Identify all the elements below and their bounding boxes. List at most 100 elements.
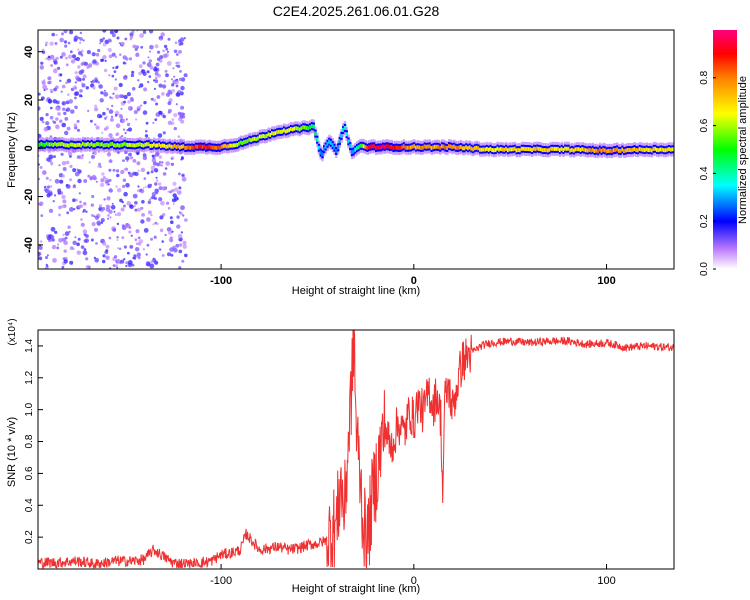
spectrogram-noise-speckle	[44, 188, 48, 192]
spectrogram-ridge-core	[265, 134, 269, 138]
spectrogram-noise-speckle	[162, 49, 165, 53]
spectrogram-noise-speckle	[84, 238, 90, 243]
spectrogram-noise-speckle	[156, 222, 159, 226]
spectrogram-noise-speckle	[113, 210, 116, 213]
snr-y-tick-label: 1.0	[24, 402, 35, 416]
spectrogram-noise-speckle	[47, 98, 53, 104]
spectrogram-noise-speckle	[113, 86, 118, 91]
spectrogram-noise-speckle	[111, 202, 114, 205]
spectrogram-noise-speckle	[125, 57, 129, 61]
spectrogram-ridge-core	[298, 127, 302, 132]
spectrogram-ridge-core	[671, 147, 674, 152]
spectrogram-ridge-core	[617, 148, 621, 153]
spectrogram-noise-speckle	[104, 250, 109, 255]
spectrogram-ridge-core	[198, 144, 201, 149]
spectrogram-ridge-core	[513, 146, 517, 151]
spectrogram-ridge-core	[331, 143, 335, 148]
snr-y-tick-label: 1.2	[24, 370, 35, 384]
spectrogram-ridge-core	[571, 147, 574, 152]
spectrogram-noise-speckle	[146, 171, 150, 175]
spectrogram-noise-speckle	[53, 60, 58, 65]
spectrogram-ridge-core	[581, 147, 584, 151]
spectrogram-ridge-core	[104, 143, 107, 148]
spectrogram-ridge-core	[272, 131, 276, 136]
spectrogram-noise-speckle	[137, 79, 140, 82]
spectrogram-noise-speckle	[161, 213, 166, 217]
spectrogram-noise-speckle	[48, 208, 54, 213]
spectrogram-ridge-core	[120, 143, 123, 148]
spectrogram-noise-speckle	[120, 107, 123, 110]
colorbar: 0.0 0.2 0.4 0.6 0.8 Normalized spectral ampl…	[699, 30, 749, 276]
spectrogram-noise-speckle	[90, 80, 93, 83]
spectrogram-noise-speckle	[174, 80, 179, 85]
spectrogram-ridge-core	[352, 149, 355, 154]
spectrogram-noise-speckle	[182, 244, 187, 249]
spectrogram-noise-speckle	[38, 106, 41, 111]
spectrogram-noise-speckle	[158, 110, 163, 115]
spectrogram-noise-speckle	[161, 92, 165, 96]
spectrogram-noise-speckle	[154, 182, 158, 186]
spectrogram-noise-speckle	[100, 91, 104, 95]
spectrogram-noise-speckle	[156, 162, 161, 167]
spectrogram-noise-speckle	[154, 118, 158, 121]
spectrogram-noise-speckle	[148, 198, 151, 201]
spectrogram-noise-speckle	[158, 248, 162, 251]
spectrogram-ridge-core	[80, 143, 83, 148]
spectrogram-noise-speckle	[170, 157, 173, 160]
spectrogram-ridge-core	[149, 143, 152, 148]
spectrogram-noise-speckle	[115, 185, 118, 188]
spectrogram-noise-speckle	[80, 218, 83, 221]
spectrogram-ridge-core	[283, 128, 286, 133]
colorbar-ticks: 0.0 0.2 0.4 0.6 0.8	[699, 70, 716, 276]
spectrogram-noise-speckle	[126, 201, 131, 206]
spectrogram-ridge-core	[123, 141, 126, 146]
spectrogram-noise-speckle	[96, 220, 102, 226]
spectrogram-ridge-core	[473, 146, 477, 151]
spectrogram-noise-speckle	[181, 156, 184, 160]
spectrogram-noise-speckle	[177, 234, 183, 239]
spectrogram-noise-speckle	[173, 75, 176, 78]
spectrogram-ridge-core	[137, 142, 140, 147]
spectrogram-noise-speckle	[74, 126, 78, 130]
spectrogram-noise-speckle	[149, 44, 154, 50]
spectrogram-ridge-core	[656, 147, 659, 152]
spectrogram-noise-speckle	[50, 226, 56, 232]
spectrogram-ridge-core	[531, 148, 534, 152]
spectrogram-noise-speckle	[147, 200, 152, 205]
spectrogram-noise-speckle	[65, 160, 70, 165]
spectrogram-noise-speckle	[51, 32, 55, 37]
spectrogram-ridge-core	[586, 148, 590, 153]
spectrogram-noise-speckle	[146, 62, 152, 68]
spectrogram-ridge-core	[342, 128, 345, 132]
spectrogram-ridge-core	[612, 148, 616, 153]
spectrogram-noise-speckle	[143, 100, 147, 105]
spectrogram-ridge-core	[423, 144, 426, 149]
spectrogram-noise-speckle	[74, 58, 77, 61]
spectrogram-noise-speckle	[50, 163, 53, 166]
spectrogram-noise-speckle	[63, 130, 69, 136]
spectrogram-noise-speckle	[151, 195, 156, 200]
spectrogram-noise-speckle	[167, 101, 172, 106]
spectrogram-ridge-core	[493, 148, 496, 153]
spectrogram-noise-speckle	[99, 165, 102, 169]
spectrogram-ridge-core	[505, 146, 508, 151]
spectrogram-ridge-core	[248, 137, 251, 142]
spectrogram-noise-speckle	[130, 73, 135, 78]
spectrogram-noise-speckle	[181, 259, 185, 263]
spectrogram-noise-speckle	[107, 214, 110, 217]
spectrogram-noise-speckle	[175, 84, 179, 88]
spectrogram-noise-speckle	[136, 152, 140, 156]
spectrogram-noise-speckle	[141, 200, 145, 204]
spectrogram-noise-speckle	[91, 79, 96, 84]
spectrogram-noise-speckle	[115, 123, 121, 128]
spectrogram-ridge-core	[177, 144, 180, 149]
spectrogram-ridge-core	[619, 149, 622, 153]
spectrogram-noise-speckle	[76, 242, 80, 247]
spectrogram-noise-speckle	[184, 253, 188, 258]
spectrogram-noise-speckle	[47, 185, 51, 189]
snr-x-ticks: -100 0 100	[210, 564, 616, 587]
spectrogram-marks	[38, 30, 674, 269]
spectrogram-noise-speckle	[154, 79, 159, 84]
spectrogram-noise-speckle	[79, 37, 83, 41]
spectrogram-ridge-core	[229, 143, 232, 148]
